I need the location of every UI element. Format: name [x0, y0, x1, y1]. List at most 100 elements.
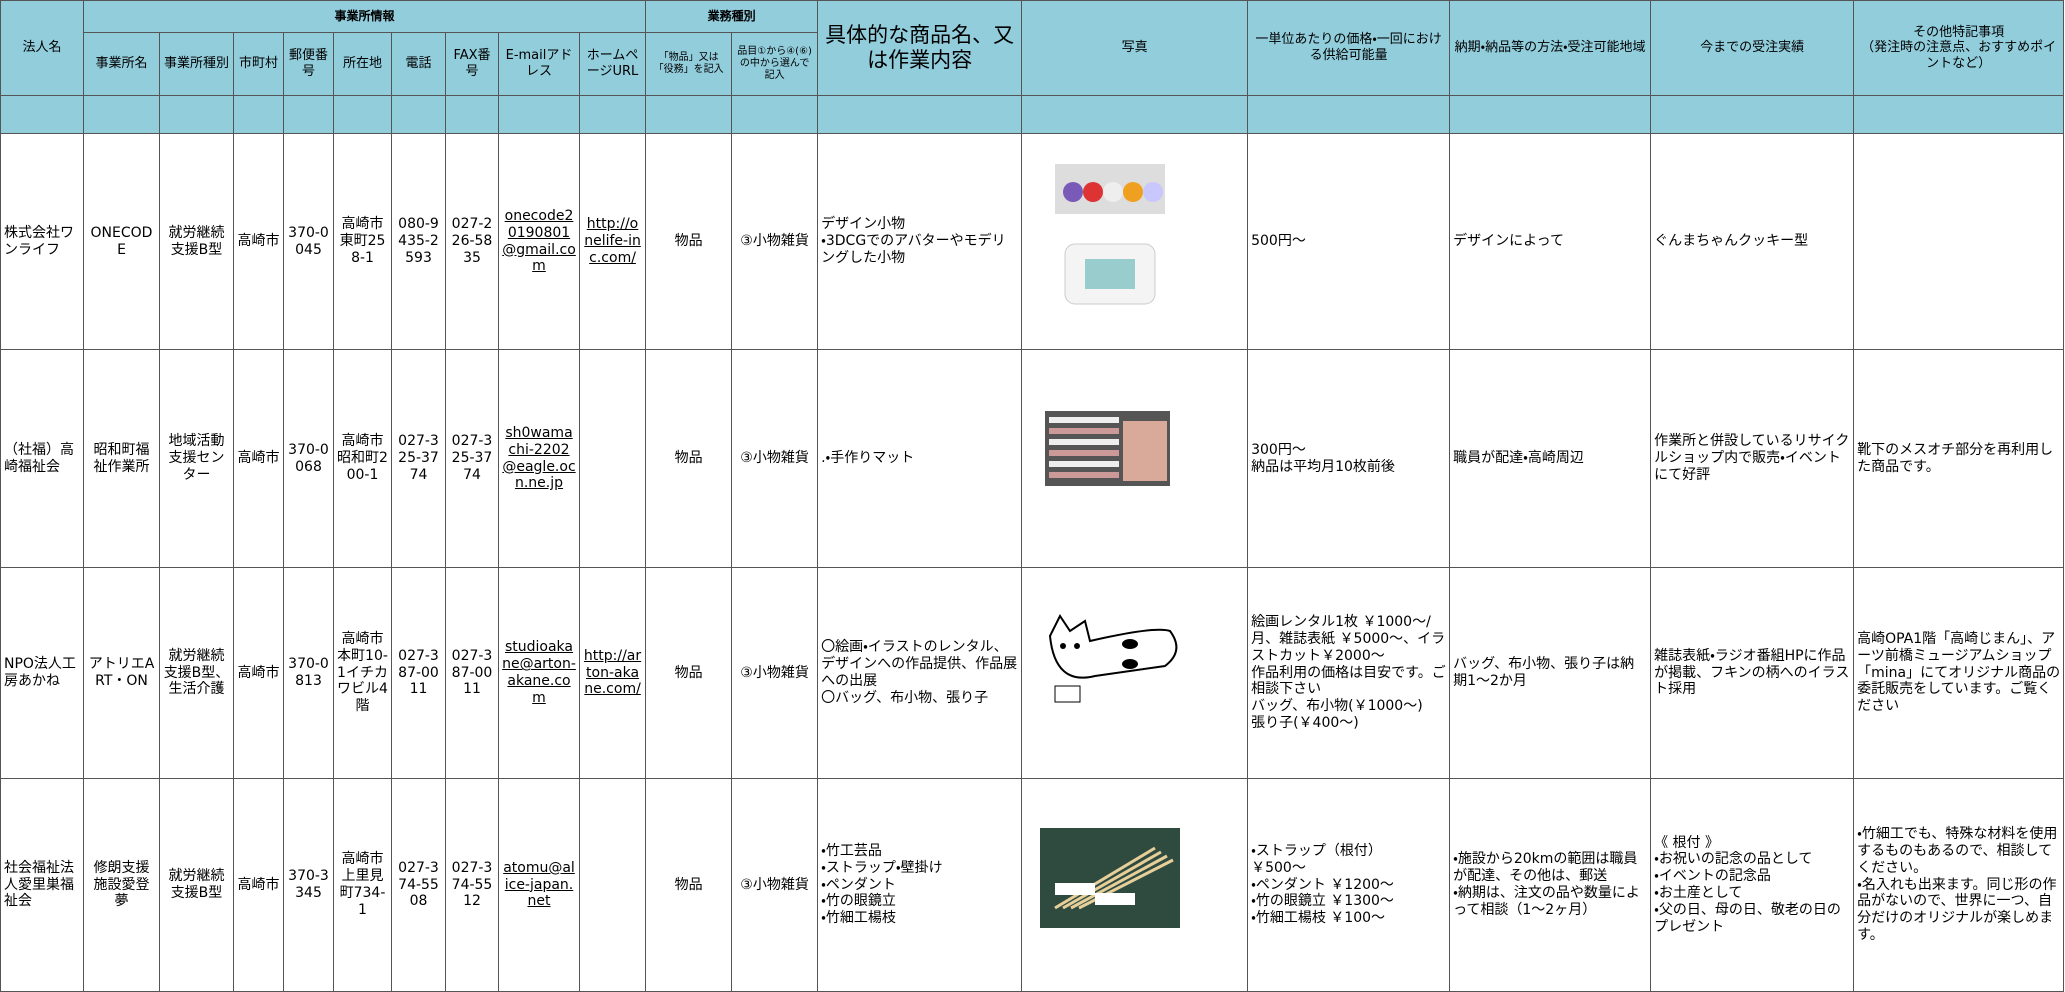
- photo-shape: [1039, 827, 1180, 928]
- empty-cell: [1853, 133, 2065, 350]
- cell: onecode20190801@gmail.com: [498, 133, 580, 350]
- cell: 370-0068: [283, 349, 334, 568]
- photo-cell: [1021, 778, 1249, 992]
- photo-shape: [1084, 259, 1135, 290]
- photo-shape: [1122, 421, 1167, 482]
- cell: studioakane@arton-akane.com: [498, 567, 580, 779]
- photo-shape: [1094, 892, 1135, 905]
- cell: atomu@alice-japan.net: [498, 778, 580, 992]
- photo-shape: [1048, 613, 1177, 679]
- sub-header-cell: 所在地: [333, 32, 392, 96]
- photo-cell: [1021, 133, 1249, 350]
- photo-shape: [1053, 846, 1156, 909]
- cell: 就労継続支援B型: [159, 778, 234, 992]
- cell: ONECODE: [83, 133, 160, 350]
- email-link[interactable]: sh0wamachi-2202@eagle.ocn.ne.jp: [502, 424, 576, 492]
- cell: 高崎市東町258-1: [333, 133, 392, 350]
- cell: 370-3345: [283, 778, 334, 992]
- photo: [1048, 613, 1177, 703]
- photo-shape: [1142, 182, 1163, 203]
- band-cell: [1650, 95, 1855, 134]
- band-cell: [283, 95, 334, 134]
- cell: sh0wamachi-2202@eagle.ocn.ne.jp: [498, 349, 580, 568]
- cell: バッグ、布小物、張り子は納期1～2か月: [1449, 567, 1652, 779]
- cell: 高崎市: [233, 778, 284, 992]
- photo-shape: [1082, 182, 1103, 203]
- band-cell: [0, 95, 84, 134]
- header-cell: 一単位あたりの価格・一回における供給可能量: [1247, 0, 1451, 96]
- cell: ・ストラップ（根付） ￥500～ ・ペンダント ￥1200～ ・竹の眼鏡立 ￥1…: [1247, 778, 1451, 992]
- header-cell: 今までの受注実績: [1650, 0, 1855, 96]
- cell: 370-0813: [283, 567, 334, 779]
- cell: ぐんまちゃんクッキー型: [1650, 133, 1855, 350]
- data-row: 株式会社ワンライフ ONECODE 就労継続支援B型 高崎市 370-0045 高崎市東町…: [0, 133, 2065, 350]
- band-cell: [83, 95, 160, 134]
- table-body: 株式会社ワンライフ ONECODE 就労継続支援B型 高崎市 370-0045 高崎市東町…: [0, 95, 2065, 992]
- sub-header-cell: 事業所名: [83, 32, 160, 96]
- cell: 027-374-5512: [445, 778, 499, 992]
- band-cell: [391, 95, 446, 134]
- cell: 職員が配達・高崎周辺: [1449, 349, 1652, 568]
- email-link[interactable]: onecode20190801@gmail.com: [502, 207, 576, 275]
- photo-shape: [1073, 642, 1080, 649]
- cell: 物品: [645, 133, 733, 350]
- cell: 500円～: [1247, 133, 1451, 350]
- cell: アトリエART・ON: [83, 567, 160, 779]
- photo-cell: [1021, 349, 1249, 568]
- photo-shape: [1069, 854, 1168, 909]
- url-link[interactable]: http://arton-akane.com/: [583, 647, 642, 698]
- sub-header-cell: E-mailアドレス: [498, 32, 580, 96]
- photo: [1039, 827, 1180, 928]
- cell: 370-0045: [283, 133, 334, 350]
- data-row: 社会福祉法人愛里巣福祉会 修朗支援施設愛登夢 就労継続支援B型 高崎市 370-3345…: [0, 778, 2065, 992]
- email-link[interactable]: studioakane@arton-akane.com: [502, 639, 576, 706]
- header-row: 法人名 事業所情報 業務種別 具体的な商品名、又は作業内容 写真 一単位あたりの…: [0, 0, 2065, 96]
- cell: （社福）高崎福祉会: [0, 349, 84, 568]
- cell: ・竹工芸品 ・ストラップ・壁掛け ・ペンダント ・竹の眼鏡立 ・竹細工楊枝: [817, 778, 1023, 992]
- cell: NPO法人工房あかね: [0, 567, 84, 779]
- cell: .・手作りマット: [817, 349, 1023, 568]
- photo-shape: [1048, 439, 1119, 446]
- cell: 就労継続支援B型: [159, 133, 234, 350]
- photo-shape: [1059, 642, 1066, 649]
- cell: 地域活動支援センター: [159, 349, 234, 568]
- photo-cell: [1021, 567, 1249, 779]
- header-cell: 具体的な商品名、又は作業内容: [817, 0, 1023, 96]
- cell: 物品: [645, 567, 733, 779]
- header-cell: 写真: [1021, 0, 1249, 96]
- photo-shape: [1061, 850, 1162, 909]
- cell: デザイン小物 ・3DCGでのアバターやモデリングした小物: [817, 133, 1023, 350]
- cell: 社会福祉法人愛里巣福祉会: [0, 778, 84, 992]
- photo-shape: [1077, 858, 1174, 909]
- cell: 080-9435-2593: [391, 133, 446, 350]
- header-group: 業務種別: [645, 0, 819, 33]
- cell: 027-325-3774: [391, 349, 446, 568]
- cell: 作業所と併設しているリサイクルショップ内で販売・イベントにて好評: [1650, 349, 1855, 568]
- cell: 《 根付 》 ・お祝いの記念の品として ・イベントの記念品 ・お土産として ・父…: [1650, 778, 1855, 992]
- photo-shape: [1048, 472, 1119, 479]
- cell: 高崎市: [233, 133, 284, 350]
- photo-shape: [1048, 450, 1119, 457]
- empty-cell: [578, 349, 647, 568]
- sub-header-cell: 郵便番号: [283, 32, 334, 96]
- url-link[interactable]: http://onelife-inc.com/: [584, 216, 641, 266]
- cell: ③小物雑貨: [731, 778, 819, 992]
- cell: http://onelife-inc.com/: [578, 133, 647, 350]
- cell: 株式会社ワンライフ: [0, 133, 84, 350]
- sub-header-cell: 市町村: [233, 32, 284, 96]
- cell: 027-374-5508: [391, 778, 446, 992]
- email-link[interactable]: atomu@alice-japan.net: [503, 859, 575, 910]
- sub-header-cell: FAX番号: [445, 32, 499, 96]
- cell: デザインによって: [1449, 133, 1652, 350]
- band-cell: [817, 95, 1023, 134]
- cell: 〇絵画・イラストのレンタル、デザインへの作品提供、作品展への出展 〇バッグ、布小…: [817, 567, 1023, 779]
- cell: ・施設から20kmの範囲は職員が配達、その他は、郵送 ・納期は、注文の品や数量に…: [1449, 778, 1652, 992]
- cell: ③小物雑貨: [731, 567, 819, 779]
- cell: ③小物雑貨: [731, 349, 819, 568]
- cell: 高崎市昭和町200-1: [333, 349, 392, 568]
- band-cell: [333, 95, 392, 134]
- band-cell: [498, 95, 580, 134]
- photo-shape: [1054, 685, 1081, 703]
